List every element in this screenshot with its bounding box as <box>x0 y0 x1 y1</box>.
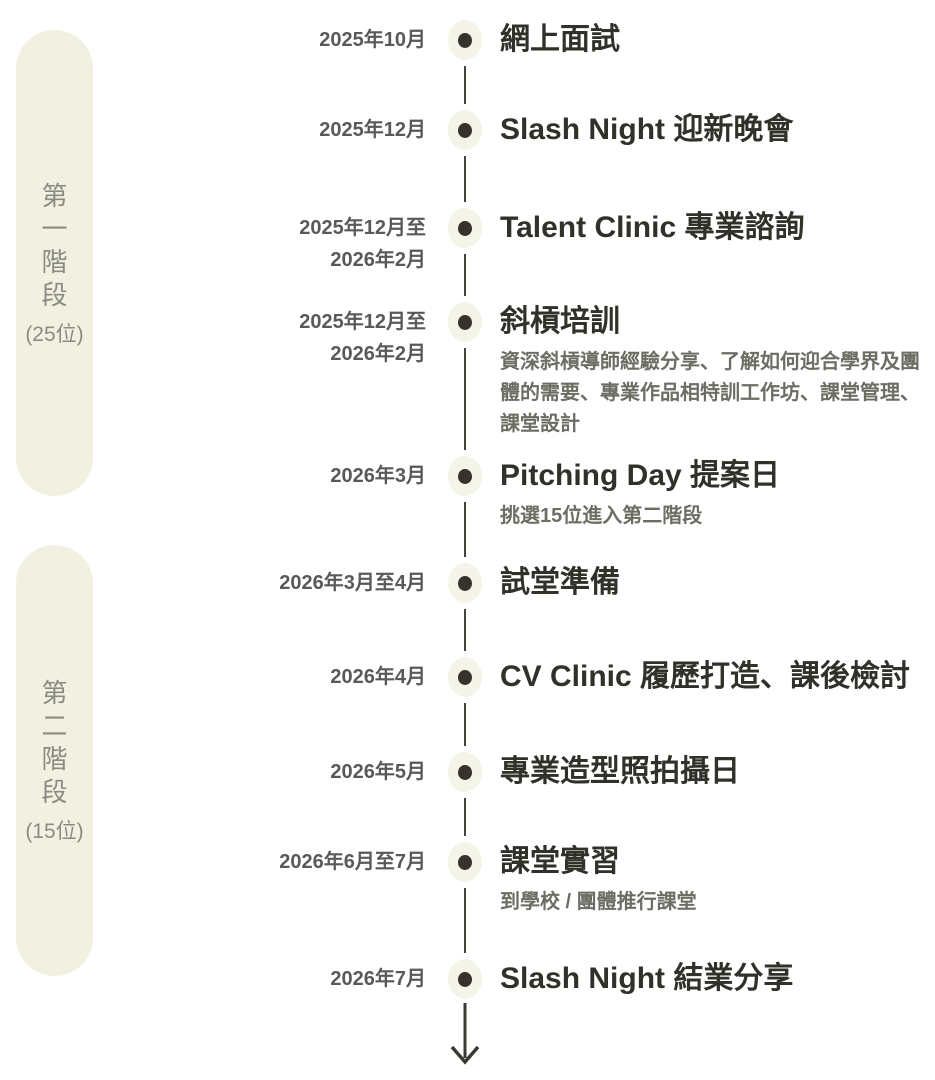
event-title: Slash Night 結業分享 <box>500 962 794 995</box>
phase-2-count: (15位) <box>25 820 84 843</box>
timeline-node-icon <box>448 563 482 603</box>
event-title: 課堂實習 <box>500 845 620 878</box>
event-date-line: 2026年6月至7月 <box>279 851 426 873</box>
timeline-node-dot <box>458 220 472 236</box>
timeline-connector <box>464 348 466 450</box>
phase-2-label-char: 段 <box>41 777 68 807</box>
phase-1-label-char: 一 <box>41 213 68 244</box>
event-date-line: 2026年2月 <box>330 343 426 365</box>
event-date-line: 2025年12月 <box>319 119 426 141</box>
timeline-connector <box>464 798 466 836</box>
timeline-node-icon <box>448 456 482 496</box>
event-date: 2025年12月至 2026年2月 <box>299 212 426 276</box>
event-title: Pitching Day 提案日 <box>500 459 781 492</box>
event-date: 2026年3月至4月 <box>279 567 426 599</box>
phase-2-pill: 第 二 階 段 (15位) <box>16 545 93 976</box>
event-title: 網上面試 <box>500 23 620 56</box>
phase-1-pill: 第 一 階 段 (25位) <box>16 30 93 496</box>
event-date-line: 2026年4月 <box>330 666 426 688</box>
phase-1-count: (25位) <box>25 322 84 346</box>
event-date: 2025年12月至 2026年2月 <box>299 306 426 370</box>
phase-2-label-char: 第 <box>41 678 68 708</box>
timeline-connector <box>464 703 466 746</box>
event-title: 試堂準備 <box>500 566 620 599</box>
timeline-node-icon <box>448 752 482 792</box>
event-date-line: 2026年3月至4月 <box>279 572 426 594</box>
timeline-node-icon <box>448 959 482 999</box>
timeline-connector <box>464 609 466 651</box>
event-title: Slash Night 迎新晚會 <box>500 113 794 146</box>
timeline-node-dot <box>458 669 472 685</box>
timeline-node-icon <box>448 110 482 150</box>
timeline-node-dot <box>458 32 472 48</box>
timeline-node-dot <box>458 764 472 780</box>
event-date-line: 2026年3月 <box>330 465 426 487</box>
timeline-node-dot <box>458 971 472 987</box>
event-date-line: 2026年5月 <box>330 761 426 783</box>
phase-1-label-char: 第 <box>41 180 68 211</box>
timeline-node-icon <box>448 208 482 248</box>
event-date: 2025年10月 <box>319 24 426 56</box>
timeline-connector <box>464 502 466 557</box>
event-description: 資深斜槓導師經驗分享、了解如何迎合學界及團體的需要、專業作品相特訓工作坊、課堂管… <box>500 351 920 435</box>
phase-2-label-char: 階 <box>41 744 68 774</box>
timeline-node-dot <box>458 122 472 138</box>
event-date: 2026年4月 <box>330 661 426 693</box>
phase-1-label-char: 段 <box>41 279 68 310</box>
timeline-connector <box>464 888 466 953</box>
event-title: 專業造型照拍攝日 <box>500 755 740 788</box>
timeline-node-dot <box>458 575 472 591</box>
timeline-node-icon <box>448 20 482 60</box>
timeline-node-icon <box>448 842 482 882</box>
timeline-connector <box>464 66 466 104</box>
phase-2-label-char: 二 <box>41 711 68 741</box>
event-date: 2026年5月 <box>330 756 426 788</box>
timeline-connector <box>464 254 466 296</box>
event-date: 2026年7月 <box>330 963 426 995</box>
event-date: 2026年3月 <box>330 460 426 492</box>
event-title: CV Clinic 履歷打造、課後檢討 <box>500 660 911 693</box>
event-date-line: 2026年2月 <box>330 249 426 271</box>
timeline-node-dot <box>458 314 472 330</box>
event-date: 2026年6月至7月 <box>279 846 426 878</box>
timeline-node-dot <box>458 854 472 870</box>
event-date-line: 2026年7月 <box>330 968 426 990</box>
event-date-line: 2025年12月至 <box>299 311 426 333</box>
arrow-down-icon <box>450 1003 480 1065</box>
timeline-node-dot <box>458 468 472 484</box>
timeline-node-icon <box>448 657 482 697</box>
event-date: 2025年12月 <box>319 114 426 146</box>
event-date-line: 2025年10月 <box>319 29 426 51</box>
event-description: 挑選15位進入第二階段 <box>500 505 703 527</box>
timeline-node-icon <box>448 302 482 342</box>
phase-1-label-char: 階 <box>41 246 68 277</box>
event-date-line: 2025年12月至 <box>299 217 426 239</box>
event-description: 到學校 / 團體推行課堂 <box>500 891 697 913</box>
event-title: 斜槓培訓 <box>500 305 620 338</box>
event-title: Talent Clinic 專業諮詢 <box>500 211 805 244</box>
timeline-connector <box>464 156 466 202</box>
